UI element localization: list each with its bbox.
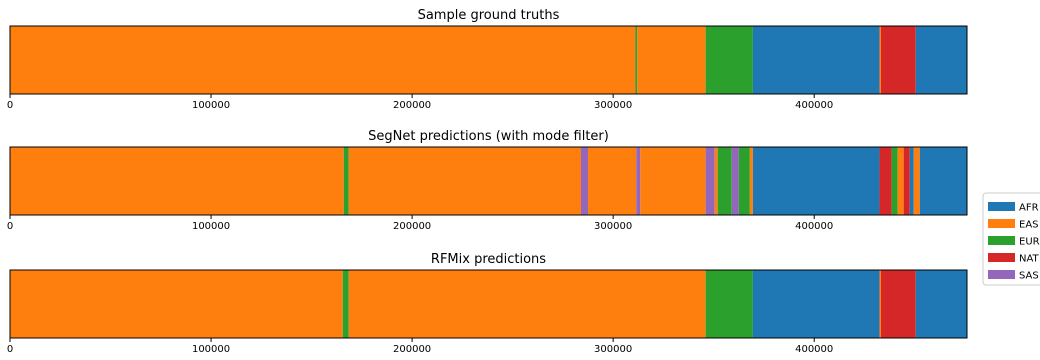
x-tick-label: 200000 — [393, 100, 431, 111]
x-tick-label: 200000 — [393, 344, 431, 355]
x-tick-label: 0 — [7, 100, 13, 111]
x-tick-label: 200000 — [393, 221, 431, 232]
axes-frame — [9, 25, 968, 95]
x-tick-label: 0 — [7, 221, 13, 232]
segment-eur — [717, 147, 732, 215]
legend-swatch-afr — [988, 202, 1015, 211]
segment-nat — [903, 147, 910, 215]
segment-eas — [348, 147, 581, 215]
segment-eur — [635, 26, 638, 94]
segment-eas — [879, 270, 881, 338]
legend-swatch-sas — [988, 270, 1015, 279]
panel-title: RFMix predictions — [431, 252, 546, 267]
legend-swatch-eur — [988, 236, 1015, 245]
legend-label-nat: NAT — [1019, 254, 1040, 265]
x-tick-label: 100000 — [192, 221, 230, 232]
x-tick-label: 400000 — [795, 344, 833, 355]
segment-eas — [714, 147, 718, 215]
segment-eas — [640, 147, 706, 215]
x-tick-label: 100000 — [192, 344, 230, 355]
segment-afr — [752, 270, 880, 338]
segment-eur — [343, 147, 349, 215]
segment-eur — [342, 270, 349, 338]
segment-eur — [738, 147, 750, 215]
axes-frame — [9, 146, 968, 216]
segment-eas — [588, 147, 637, 215]
x-tick-label: 300000 — [594, 221, 632, 232]
segment-eas — [10, 147, 344, 215]
panel-1: Sample ground truths 0 100000 200000 300000 4… — [7, 8, 968, 111]
segment-eas — [879, 26, 881, 94]
x-tick-label: 0 — [7, 344, 13, 355]
segment-eur — [705, 26, 753, 94]
x-tick-label: 100000 — [192, 100, 230, 111]
x-tick-label: 400000 — [795, 100, 833, 111]
segment-nat — [880, 26, 916, 94]
x-tick-label: 300000 — [594, 100, 632, 111]
segment-eas — [913, 147, 920, 215]
segment-nat — [879, 147, 892, 215]
segment-eas — [348, 270, 706, 338]
legend-label-sas: SAS — [1019, 271, 1039, 282]
segment-eur — [891, 147, 898, 215]
segment-nat — [880, 270, 916, 338]
segment-afr — [919, 147, 967, 215]
segment-sas — [731, 147, 739, 215]
legend: AFR EAS EUR NAT SAS — [982, 192, 1040, 286]
segment-eas — [10, 26, 636, 94]
legend-label-eas: EAS — [1019, 220, 1039, 231]
segment-sas — [580, 147, 589, 215]
legend-swatch-eas — [988, 219, 1015, 228]
x-tick-label: 400000 — [795, 221, 833, 232]
segment-afr — [915, 26, 967, 94]
segment-eas — [10, 270, 343, 338]
segment-afr — [915, 270, 967, 338]
segment-afr — [752, 147, 880, 215]
panel-title: SegNet predictions (with mode filter) — [368, 129, 609, 144]
panel-title: Sample ground truths — [418, 8, 560, 23]
x-tick-label: 300000 — [594, 344, 632, 355]
segment-afr — [752, 26, 880, 94]
legend-swatch-nat — [988, 253, 1015, 262]
segment-afr — [909, 147, 914, 215]
segment-eur — [705, 270, 753, 338]
legend-label-eur: EUR — [1019, 237, 1040, 248]
segment-eas — [897, 147, 904, 215]
segment-eas — [749, 147, 753, 215]
segment-eas — [637, 26, 706, 94]
segment-sas — [705, 147, 715, 215]
panel-2: SegNet predictions (with mode filter) 0 10… — [7, 129, 968, 232]
panel-3: RFMix predictions 0 100000 200000 300000 4000… — [7, 252, 968, 355]
axes-frame — [9, 269, 968, 339]
legend-label-afr: AFR — [1019, 203, 1039, 214]
segment-sas — [636, 147, 641, 215]
